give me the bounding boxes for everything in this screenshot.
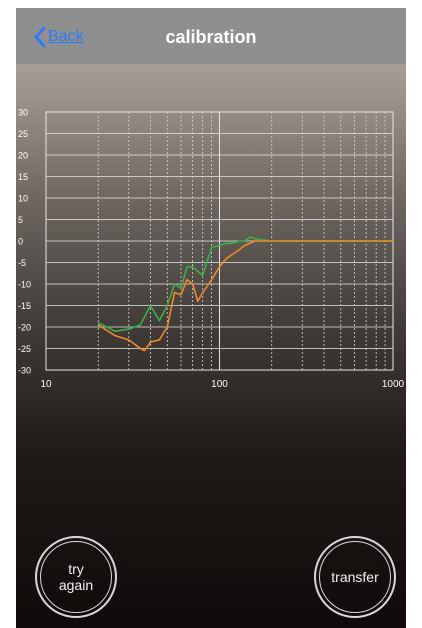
app-screen: calibration Back 30 25 20 15 10 5 0 -5 -10 -15 -20… xyxy=(16,8,406,628)
y-tick-label: -5 xyxy=(18,258,26,268)
y-tick-label: 5 xyxy=(18,215,23,225)
navigation-bar: calibration Back xyxy=(16,8,406,64)
y-tick-label: 0 xyxy=(18,237,23,247)
back-label: Back xyxy=(48,28,84,45)
y-tick-label: -25 xyxy=(18,344,31,354)
y-tick-label: 10 xyxy=(18,194,28,204)
green-series-line xyxy=(97,235,393,333)
y-tick-label: -30 xyxy=(18,366,31,376)
y-tick-label: -20 xyxy=(18,323,31,333)
y-tick-label: 15 xyxy=(18,172,28,182)
transfer-button[interactable]: transfer xyxy=(314,536,396,618)
x-tick-label: 10 xyxy=(40,379,52,390)
try-again-button[interactable]: try again xyxy=(35,536,117,618)
back-button[interactable]: Back xyxy=(34,24,84,50)
y-tick-label: -15 xyxy=(18,301,31,311)
x-tick-label: 100 xyxy=(211,379,228,390)
y-tick-label: 20 xyxy=(18,151,28,161)
y-tick-label: 25 xyxy=(18,129,28,139)
y-tick-label: -10 xyxy=(18,280,31,290)
transfer-label: transfer xyxy=(319,541,391,613)
calibration-chart: 30 25 20 15 10 5 0 -5 -10 -15 -20 -25 -30 10 100 1000 xyxy=(18,108,405,391)
chevron-left-icon xyxy=(34,26,46,48)
try-again-label: try again xyxy=(40,541,112,613)
x-tick-label: 1000 xyxy=(382,379,405,390)
y-tick-label: 30 xyxy=(18,108,28,118)
page-title: calibration xyxy=(165,27,257,47)
orange-series-line xyxy=(97,240,393,352)
